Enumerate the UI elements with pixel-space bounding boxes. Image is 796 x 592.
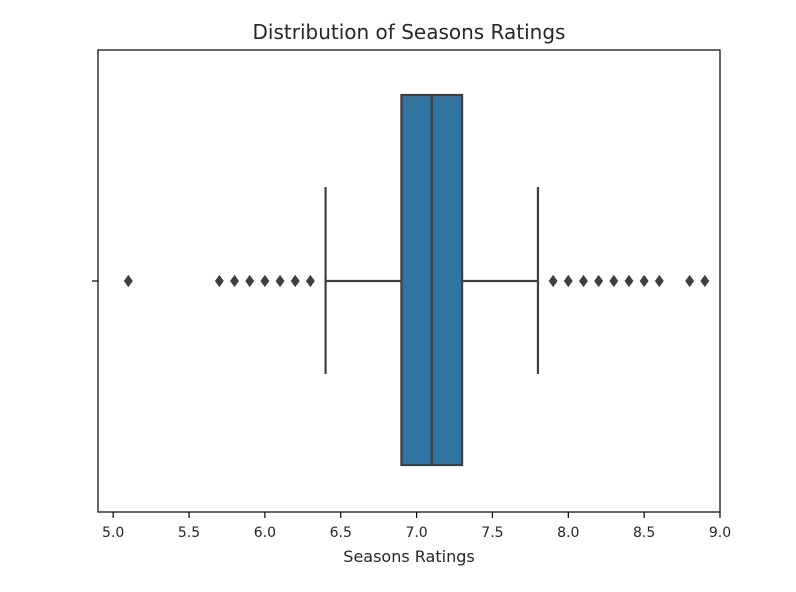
outlier-point xyxy=(230,274,239,288)
x-tick-label: 7.5 xyxy=(481,525,503,541)
outlier-point xyxy=(563,274,573,288)
outlier-point xyxy=(579,274,588,288)
outlier-point xyxy=(214,274,224,288)
outlier-point xyxy=(624,274,634,288)
x-tick-label: 8.5 xyxy=(633,525,655,541)
outlier-point xyxy=(685,274,695,288)
outlier-point xyxy=(609,274,619,288)
outlier-point xyxy=(700,274,710,288)
outlier-point xyxy=(639,274,649,288)
outlier-point xyxy=(305,274,315,288)
outlier-point xyxy=(654,274,664,288)
outlier-point xyxy=(548,274,558,288)
x-tick-label: 6.5 xyxy=(330,525,352,541)
x-tick-label: 6.0 xyxy=(254,525,276,541)
x-tick-label: 5.0 xyxy=(102,525,124,541)
x-tick-label: 7.0 xyxy=(405,525,427,541)
x-axis-label: Seasons Ratings xyxy=(343,547,474,566)
x-tick-label: 5.5 xyxy=(178,525,200,541)
outlier-point xyxy=(260,274,270,288)
outlier-point xyxy=(275,274,285,288)
plot-area xyxy=(123,93,710,467)
x-tick-label: 9.0 xyxy=(709,525,731,541)
outlier-point xyxy=(290,274,300,288)
outlier-point xyxy=(245,274,255,288)
chart-title: Distribution of Seasons Ratings xyxy=(253,20,566,44)
x-tick-label: 8.0 xyxy=(557,525,579,541)
x-axis-ticks: 5.0 5.5 6.0 6.5 7.0 7.5 8.0 8.5 9.0 xyxy=(102,512,731,541)
outlier-point xyxy=(594,274,604,288)
outlier-point xyxy=(123,274,133,288)
